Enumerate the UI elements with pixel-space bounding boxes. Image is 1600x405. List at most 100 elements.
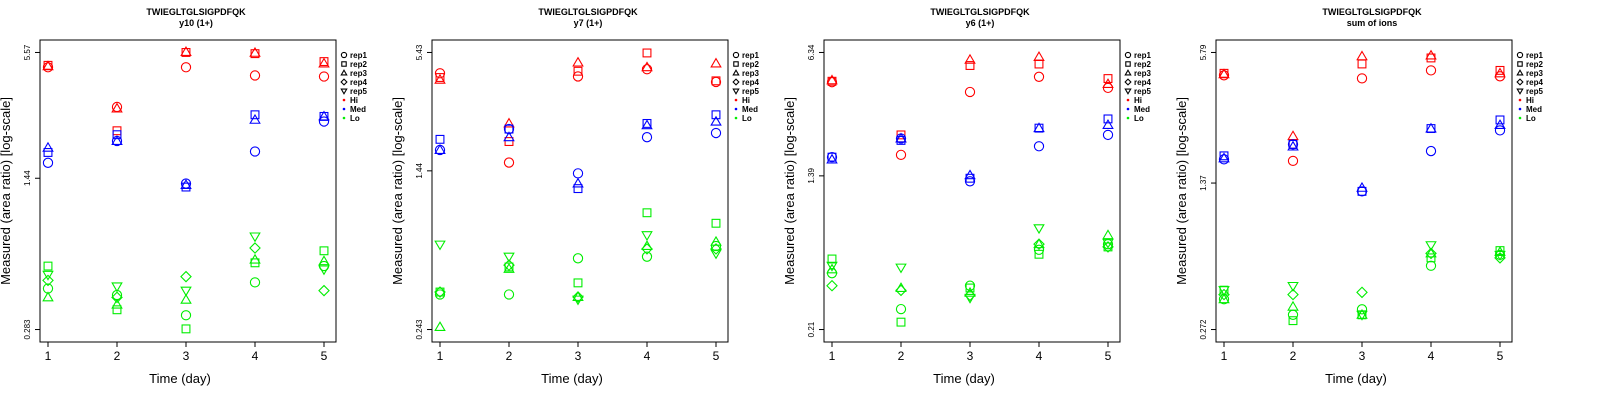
- data-point-med-rep1: [641, 132, 653, 143]
- x-tick-label: 4: [252, 349, 259, 363]
- y-tick-label: 1.37: [1199, 175, 1208, 191]
- data-point-med-rep3: [503, 131, 515, 142]
- data-point-hi-rep1: [1287, 155, 1299, 167]
- data-point-lo-rep1: [895, 303, 907, 315]
- data-point-hi-rep3: [964, 53, 976, 64]
- legend-label-rep5: rep5: [1134, 87, 1151, 96]
- data-point-med-rep2: [711, 110, 721, 120]
- data-point-lo-rep3: [249, 253, 261, 264]
- legend-marker-rep4: [732, 78, 740, 86]
- legend-label-rep3: rep3: [1134, 69, 1151, 78]
- data-point-hi-rep3: [318, 57, 330, 68]
- data-point-lo-rep5: [434, 240, 446, 251]
- x-tick-label: 5: [1105, 349, 1112, 363]
- legend-label-rep5: rep5: [1526, 87, 1543, 96]
- data-point-med-rep2: [1495, 115, 1505, 125]
- data-point-hi-rep3: [710, 57, 722, 68]
- x-tick-label: 3: [1359, 349, 1366, 363]
- legend-label-rep4: rep4: [742, 78, 759, 87]
- x-tick-label: 1: [829, 349, 836, 363]
- data-point-med-rep2: [250, 110, 260, 120]
- legend-dot-lo: [734, 116, 738, 120]
- data-point-lo-rep2: [965, 283, 975, 293]
- data-point-hi-rep3: [1218, 68, 1230, 79]
- legend-marker-rep5: [732, 88, 740, 95]
- data-point-lo-rep4: [1356, 286, 1368, 299]
- legend-marker-rep3: [1516, 69, 1524, 76]
- data-point-lo-rep5: [826, 261, 838, 272]
- data-point-med-rep1: [249, 146, 261, 157]
- legend-label-rep1: rep1: [1134, 51, 1151, 60]
- data-point-med-rep1: [42, 157, 54, 168]
- legend-marker-rep1: [340, 51, 348, 59]
- legend-label-rep2: rep2: [1134, 60, 1151, 69]
- legend-label-med: Med: [1134, 105, 1150, 114]
- data-point-med-rep3: [1287, 140, 1299, 151]
- data-point-lo-rep5: [1494, 250, 1506, 261]
- y-tick-label: 5.57: [23, 44, 32, 60]
- legend-label-rep3: rep3: [350, 69, 367, 78]
- legend-marker-rep3: [1124, 69, 1132, 76]
- data-point-hi-rep2: [896, 130, 906, 140]
- data-point-lo-rep5: [710, 249, 722, 260]
- data-point-med-rep2: [1288, 139, 1298, 149]
- data-point-lo-rep3: [1033, 238, 1045, 249]
- data-point-med-rep3: [249, 113, 261, 124]
- legend-label-rep1: rep1: [350, 51, 367, 60]
- data-point-med-rep3: [1102, 119, 1114, 129]
- y-tick-label: 1.44: [23, 170, 32, 186]
- data-point-med-rep1: [572, 168, 584, 179]
- legend-marker-rep2: [1125, 61, 1131, 67]
- data-point-hi-rep1: [318, 71, 330, 82]
- y-tick-label: 0.272: [1199, 319, 1208, 340]
- data-point-lo-rep1: [434, 289, 446, 300]
- x-axis-label: Time (day): [1325, 371, 1387, 386]
- data-point-med-rep2: [435, 134, 445, 144]
- x-tick-label: 5: [1497, 349, 1504, 363]
- data-point-lo-rep5: [111, 282, 123, 293]
- data-point-med-rep1: [1425, 145, 1437, 157]
- data-point-hi-rep3: [1102, 78, 1114, 89]
- data-point-lo-rep5: [503, 252, 515, 263]
- x-tick-label: 4: [644, 349, 651, 363]
- data-point-lo-rep4: [710, 243, 722, 255]
- chart-title: TWIEGLTGLSIGPDFQK: [1322, 7, 1422, 17]
- data-point-hi-rep1: [1356, 73, 1368, 84]
- y-axis-label: Measured (area ratio) [log-scale]: [0, 97, 13, 285]
- data-point-lo-rep2: [573, 278, 583, 288]
- y-tick-label: 6.34: [807, 44, 816, 60]
- x-tick-label: 1: [45, 349, 52, 363]
- data-point-lo-rep3: [180, 293, 192, 304]
- data-point-lo-rep3: [826, 263, 838, 274]
- data-point-lo-rep5: [249, 232, 261, 243]
- data-point-hi-rep3: [826, 74, 838, 85]
- data-point-hi-rep1: [249, 70, 261, 81]
- data-point-hi-rep2: [435, 73, 445, 82]
- data-point-lo-rep2: [181, 324, 191, 334]
- data-point-med-rep1: [1102, 129, 1114, 141]
- legend-marker-rep4: [340, 78, 348, 86]
- data-point-lo-rep5: [964, 293, 976, 304]
- x-tick-label: 4: [1428, 349, 1435, 363]
- y-axis-label: Measured (area ratio) [log-scale]: [1174, 97, 1189, 285]
- legend-label-med: Med: [350, 105, 366, 114]
- data-point-med-rep3: [964, 169, 976, 180]
- legend-dot-med: [1126, 107, 1130, 111]
- data-point-hi-rep3: [434, 73, 446, 84]
- data-point-med-rep1: [1218, 154, 1230, 165]
- legend-marker-rep2: [341, 61, 347, 67]
- data-point-lo-rep4: [503, 259, 515, 272]
- data-point-lo-rep4: [42, 274, 54, 287]
- data-point-lo-rep5: [1218, 286, 1230, 297]
- data-point-lo-rep3: [1425, 247, 1437, 258]
- data-point-hi-rep1: [964, 86, 976, 98]
- data-point-lo-rep2: [1426, 253, 1436, 263]
- legend-marker-rep5: [1124, 88, 1132, 95]
- data-point-hi-rep3: [111, 102, 123, 113]
- data-point-lo-rep2: [112, 305, 122, 315]
- data-point-hi-rep3: [572, 56, 584, 67]
- data-point-hi-rep3: [180, 46, 192, 56]
- plot-frame: [431, 39, 729, 343]
- legend-label-rep4: rep4: [350, 78, 367, 87]
- legend-dot-hi: [342, 98, 346, 102]
